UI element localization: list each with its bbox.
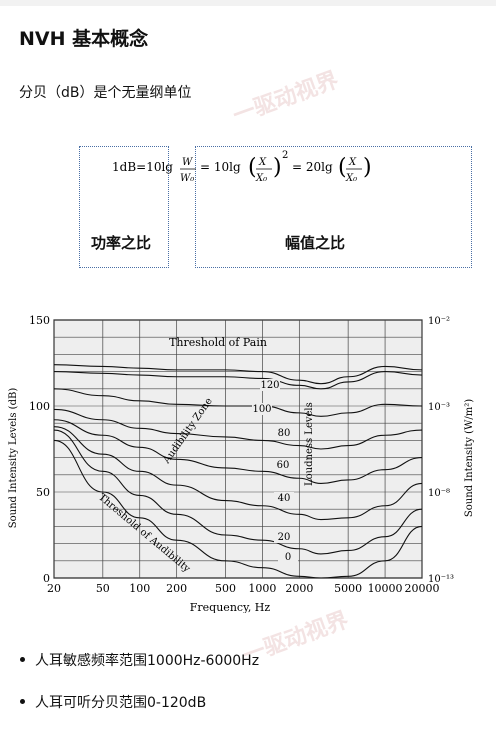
curve-label-bg xyxy=(273,459,293,471)
curve-label: 120 xyxy=(260,380,279,391)
plot-area xyxy=(53,319,423,579)
formula-paren-num2: X xyxy=(348,157,357,168)
formula-paren-den2: X₀ xyxy=(345,173,357,184)
right-tick-label: 10⁻³ xyxy=(428,402,450,413)
watermark: 一驱动视界 xyxy=(229,67,342,129)
curve-label-bg xyxy=(274,427,294,439)
curve-threshold-of-pain xyxy=(53,364,423,385)
annotation-loudness-levels: Loudness Levels xyxy=(304,402,315,486)
annotation-threshold-pain: Threshold of Pain xyxy=(169,336,267,349)
paren-close: ) xyxy=(273,155,282,180)
curve-60 xyxy=(53,419,423,484)
x-tick-label: 20000 xyxy=(405,582,440,595)
x-tick-label: 50 xyxy=(96,582,110,595)
power-ratio-box xyxy=(79,146,169,268)
curve-40 xyxy=(53,426,423,521)
power-ratio-label: 功率之比 xyxy=(91,234,152,252)
right-axis-label: Sound Intensity (W/m²) xyxy=(464,399,475,517)
x-tick-label: 10000 xyxy=(368,582,403,595)
bullet-item: 人耳可听分贝范围0-120dB xyxy=(20,692,206,712)
formula-eq2: = 20lg xyxy=(292,160,333,174)
x-axis-label: Frequency, Hz xyxy=(190,601,271,613)
curve-label-bg xyxy=(252,403,272,415)
y-tick-label: 50 xyxy=(36,486,50,499)
formula-svg: 1dB=10lg W W₀ = 10lg ( X X₀ ) 2 = 20lg (… xyxy=(112,150,372,184)
bullet-dot xyxy=(20,698,25,704)
formula-paren-den: X₀ xyxy=(255,173,267,184)
y-tick-label: 100 xyxy=(29,400,50,413)
formula-lhs: 1dB=10lg xyxy=(112,160,173,174)
curve-label-bg xyxy=(274,531,294,543)
x-tick-label: 5000 xyxy=(334,582,362,595)
formula-paren-num: X xyxy=(258,157,267,168)
y-axis-label: Sound Intensity Levels (dB) xyxy=(8,388,19,529)
formula-exponent: 2 xyxy=(282,150,288,161)
subtitle: 分贝（dB）是个无量纲单位 xyxy=(19,85,192,101)
y-tick-label: 0 xyxy=(43,572,50,585)
bullet-item: 人耳敏感频率范围1000Hz-6000Hz xyxy=(20,650,259,670)
curve-label: 40 xyxy=(278,493,291,504)
bullet-text: 人耳敏感频率范围1000Hz-6000Hz xyxy=(35,653,260,669)
curve-label: 0 xyxy=(285,552,291,563)
page-title: NVH 基本概念 xyxy=(19,28,149,50)
curve-label: 80 xyxy=(278,428,291,439)
formula-frac1-den: W₀ xyxy=(180,173,194,184)
bullet-text: 人耳可听分贝范围0-120dB xyxy=(35,695,207,711)
curve-label-bg xyxy=(274,492,294,504)
curve-label-bg xyxy=(278,551,298,563)
x-tick-label: 20 xyxy=(47,582,61,595)
curve-80 xyxy=(53,408,423,450)
paren-close: ) xyxy=(363,155,372,180)
chart-grid xyxy=(53,319,423,579)
curve-20 xyxy=(53,429,423,555)
x-tick-label: 1000 xyxy=(248,582,276,595)
top-bar xyxy=(0,0,496,6)
curve-label: 20 xyxy=(278,532,291,543)
x-tick-label: 2000 xyxy=(285,582,313,595)
chart-ticks: 20 50 100 200 500 1000 2000 5000 10000 2000005010… xyxy=(29,314,454,595)
curve-label: 100 xyxy=(252,404,271,415)
x-tick-label: 200 xyxy=(166,582,187,595)
curve-0 xyxy=(53,439,423,579)
right-tick-label: 10⁻¹³ xyxy=(428,574,454,585)
db-formula: 1dB=10lg W W₀ = 10lg ( X X₀ ) 2 = 20lg (… xyxy=(112,150,412,194)
curve-label: 60 xyxy=(277,460,290,471)
right-tick-label: 10⁻⁸ xyxy=(428,488,450,499)
formula-eq1: = 10lg xyxy=(200,160,241,174)
x-tick-label: 500 xyxy=(215,582,236,595)
bullet-dot xyxy=(20,656,25,662)
paren-open: ( xyxy=(248,155,257,180)
curve-120 xyxy=(53,371,423,390)
chart-curves: 120 100 80 60 40 20 0 xyxy=(53,364,423,579)
paren-open: ( xyxy=(338,155,347,180)
amplitude-ratio-label: 幅值之比 xyxy=(285,234,346,252)
amplitude-ratio-box xyxy=(195,146,472,268)
x-tick-label: 100 xyxy=(129,582,150,595)
curve-label-bg xyxy=(260,379,280,391)
formula-frac1-num: W xyxy=(182,157,193,168)
y-tick-label: 150 xyxy=(29,314,50,327)
right-tick-label: 10⁻² xyxy=(428,316,450,327)
